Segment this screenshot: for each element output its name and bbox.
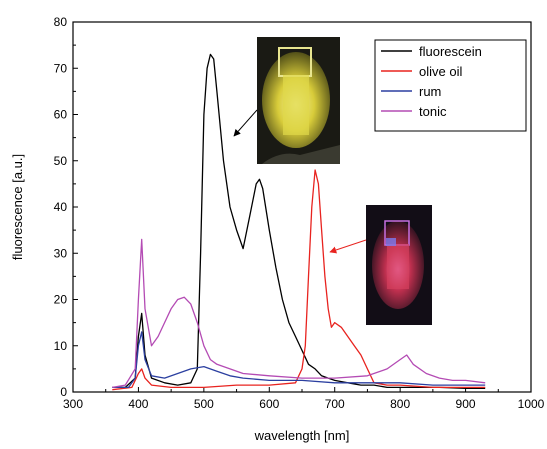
series-line-olive-oil <box>112 169 486 391</box>
legend-label-olive-oil: olive oil <box>419 64 462 79</box>
legend-label-fluorescein: fluorescein <box>419 44 482 59</box>
x-tick-label: 800 <box>390 397 410 411</box>
series-line-fluorescein <box>112 53 486 389</box>
series-layer <box>112 53 486 391</box>
x-tick-label: 400 <box>128 397 148 411</box>
olive-oil-cuvette-photo <box>366 205 432 325</box>
legend-label-rum: rum <box>419 84 441 99</box>
x-tick-label: 500 <box>194 397 214 411</box>
legend-entries: fluorescein olive oil rum tonic <box>381 44 482 119</box>
y-tick-label: 30 <box>54 246 68 260</box>
series-line-tonic <box>112 238 486 389</box>
x-axis-title: wavelength [nm] <box>254 428 350 443</box>
y-tick-label: 0 <box>60 385 67 399</box>
fluorescein-cuvette-photo <box>257 37 340 164</box>
legend: fluorescein olive oil rum tonic <box>374 39 527 132</box>
x-tick-label: 1000 <box>518 397 545 411</box>
series-line-rum <box>112 331 486 389</box>
fluorescein-inset-arrow <box>233 109 258 137</box>
y-tick-label: 40 <box>54 200 68 214</box>
y-tick-label: 70 <box>54 61 68 75</box>
y-tick-label: 10 <box>54 339 68 353</box>
y-axis-title: fluorescence [a.u.] <box>10 154 25 260</box>
x-tick-label: 900 <box>456 397 476 411</box>
y-tick-label: 60 <box>54 108 68 122</box>
y-tick-label: 20 <box>54 293 68 307</box>
legend-label-tonic: tonic <box>419 104 447 119</box>
y-tick-label: 80 <box>54 15 68 29</box>
ticks-layer: 300 400 500 600 700 800 900 1000 0 10 20 30 40 50 60 70… <box>54 15 545 411</box>
x-tick-label: 700 <box>325 397 345 411</box>
legend-box <box>374 39 527 132</box>
y-tick-label: 50 <box>54 154 68 168</box>
x-tick-label: 600 <box>259 397 279 411</box>
x-tick-label: 300 <box>63 397 83 411</box>
olive-oil-inset-arrow <box>329 239 367 254</box>
